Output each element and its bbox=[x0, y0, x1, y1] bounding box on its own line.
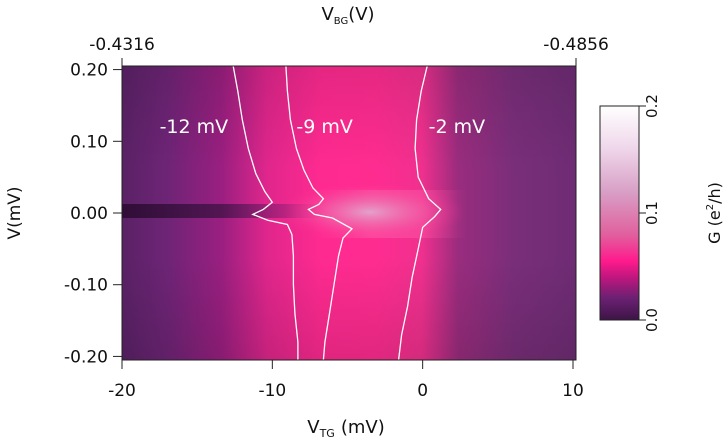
left-tick-label: 0.00 bbox=[70, 204, 108, 224]
bottom-tick-label: 10 bbox=[562, 381, 584, 401]
bottom-axis-label: VTG (mV) bbox=[307, 417, 384, 440]
left-tick-label: 0.10 bbox=[70, 132, 108, 152]
bottom-tick-label: -20 bbox=[108, 381, 136, 401]
bottom-tick-label: -10 bbox=[258, 381, 286, 401]
contour-label-3: -2 mV bbox=[429, 116, 486, 138]
contour-line-2 bbox=[285, 66, 354, 360]
top-axis-label: VBG(V) bbox=[321, 4, 374, 27]
bottom-axis-label-unit: (mV) bbox=[341, 417, 385, 438]
heatmap-image bbox=[122, 66, 576, 360]
contour-line-3 bbox=[397, 66, 442, 360]
colorbar-tick-label: 0.2 bbox=[643, 94, 661, 118]
contour-line-1 bbox=[232, 66, 299, 360]
colorbar-label-sup: 2 bbox=[705, 204, 716, 210]
colorbar-label-main: G (e bbox=[705, 210, 724, 244]
bottom-axis: -20 -10 0 10 bbox=[108, 360, 584, 401]
left-tick-label: -0.20 bbox=[64, 347, 108, 367]
colorbar-label-end: /h) bbox=[705, 182, 724, 204]
colorbar-tick-label: 0.1 bbox=[643, 201, 661, 225]
colorbar-tick-label: 0.0 bbox=[643, 308, 661, 332]
left-axis: 0.20 0.10 0.00 -0.10 -0.20 bbox=[64, 61, 122, 367]
bottom-axis-label-main: V bbox=[307, 417, 320, 438]
colorbar bbox=[599, 105, 640, 321]
contour-label-1: -12 mV bbox=[160, 116, 229, 138]
left-tick-label: 0.20 bbox=[70, 61, 108, 81]
left-axis-label: V(mV) bbox=[5, 186, 25, 239]
contour-label-2: -9 mV bbox=[296, 116, 353, 138]
bottom-tick-label: 0 bbox=[417, 381, 428, 401]
top-axis: -0.4316 -0.4856 bbox=[89, 35, 609, 66]
contour-labels: -12 mV -9 mV -2 mV bbox=[160, 116, 486, 138]
top-axis-label-main: V bbox=[321, 4, 334, 25]
top-axis-label-unit: (V) bbox=[348, 4, 374, 25]
bottom-axis-label-sub: TG bbox=[319, 427, 335, 440]
top-tick-label: -0.4316 bbox=[89, 35, 155, 55]
top-axis-label-sub: BG bbox=[334, 16, 348, 27]
colorbar-axis: 0.0 0.1 0.2 bbox=[639, 94, 661, 332]
colorbar-label: G (e2/h) bbox=[705, 182, 724, 244]
contour-lines bbox=[232, 66, 442, 360]
left-tick-label: -0.10 bbox=[64, 276, 108, 296]
top-tick-label: -0.4856 bbox=[543, 35, 609, 55]
